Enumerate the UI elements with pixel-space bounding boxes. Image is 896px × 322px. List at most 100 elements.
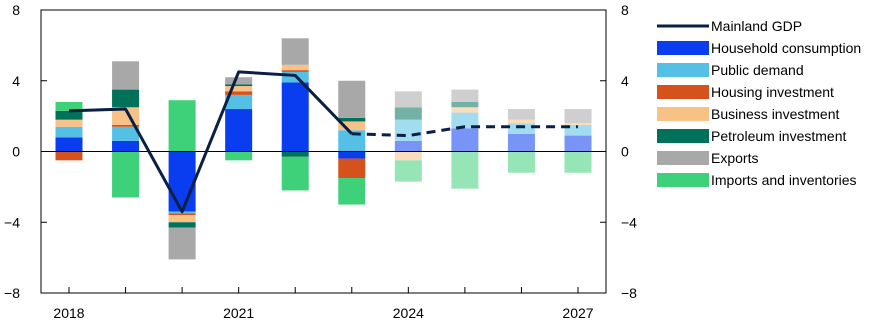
legend-item-public-demand: Public demand xyxy=(657,62,804,78)
bar-segment-household-consumption-2022 xyxy=(281,82,309,152)
bar-segment-housing-investment-2018 xyxy=(55,151,83,161)
bar-segment-public-demand-2027 xyxy=(564,124,592,136)
legend-swatch xyxy=(657,151,709,165)
legend-item-exports: Exports xyxy=(657,150,758,166)
y-tick-label-right: −4 xyxy=(621,214,637,230)
bar-segment-exports-2021 xyxy=(225,77,253,85)
bar-segment-household-consumption-2020 xyxy=(168,151,196,212)
bar-segment-business-investment-2027 xyxy=(564,123,592,125)
bar-segment-imports-and-inventories-2027 xyxy=(564,151,592,173)
legend-label: Exports xyxy=(711,150,758,166)
legend: Mainland GDP Household consumption Public … xyxy=(657,18,861,188)
bar-segment-imports-and-inventories-2026 xyxy=(507,151,535,173)
legend-swatch xyxy=(657,63,709,77)
bar-segment-imports-and-inventories-2018 xyxy=(55,101,83,111)
bar-segment-petroleum-investment-2019 xyxy=(112,89,140,108)
bar-segment-imports-and-inventories-2025 xyxy=(451,151,479,189)
bar-segment-household-consumption-2019 xyxy=(112,140,140,152)
bar-segment-exports-2025 xyxy=(451,89,479,102)
bar-segment-household-consumption-2021 xyxy=(225,109,253,152)
legend-label: Imports and inventories xyxy=(711,172,857,188)
bar-segment-public-demand-2023 xyxy=(338,130,366,152)
legend-swatch xyxy=(657,129,709,143)
bar-segment-business-investment-2023 xyxy=(338,121,366,131)
legend-label: Mainland GDP xyxy=(711,18,802,34)
gdp-line-actual xyxy=(68,70,353,214)
legend-item-household-consumption: Household consumption xyxy=(657,40,861,56)
bar-segment-housing-investment-2022 xyxy=(281,70,309,72)
bar-segment-business-investment-2018 xyxy=(55,119,83,127)
bar-segment-household-consumption-2024 xyxy=(394,140,422,152)
bar-segment-public-demand-2018 xyxy=(55,126,83,138)
bar-segment-petroleum-investment-2025 xyxy=(451,101,479,108)
bar-segment-public-demand-2025 xyxy=(451,112,479,129)
bar-segment-household-consumption-2023 xyxy=(338,151,366,159)
y-tick-label-left: 0 xyxy=(12,144,20,160)
gdp-line-projection xyxy=(351,125,578,138)
y-tick-label-right: 8 xyxy=(621,2,629,18)
bar-segment-housing-investment-2020 xyxy=(168,213,196,216)
y-tick-label-left: −8 xyxy=(4,285,20,301)
bar-segment-imports-and-inventories-2021 xyxy=(225,151,253,161)
bar-segment-business-investment-2021 xyxy=(225,86,253,92)
bar-segment-exports-2024 xyxy=(394,91,422,108)
y-tick-label-right: 0 xyxy=(621,144,629,160)
legend-label: Household consumption xyxy=(711,40,861,56)
legend-item-imports-and-inventories: Imports and inventories xyxy=(657,172,857,188)
bar-segment-petroleum-investment-2023 xyxy=(338,117,366,122)
legend-label: Housing investment xyxy=(711,84,834,100)
y-tick-label-right: −8 xyxy=(621,285,637,301)
x-tick-label: 2024 xyxy=(393,305,424,321)
bar-segment-public-demand-2021 xyxy=(225,94,253,110)
y-tick-label-right: 4 xyxy=(621,73,629,89)
x-tick-label: 2021 xyxy=(223,305,254,321)
bar-segment-petroleum-investment-2021 xyxy=(225,84,253,87)
bar-segment-imports-and-inventories-2019 xyxy=(112,151,140,198)
bar-segment-imports-and-inventories-2022 xyxy=(281,156,309,191)
bar-segment-exports-2022 xyxy=(281,38,309,65)
legend-swatch xyxy=(657,173,709,187)
legend-item-petroleum-investment: Petroleum investment xyxy=(657,128,847,144)
bar-segment-housing-investment-2021 xyxy=(225,91,253,95)
axis-layer: −8 −8 −4 −4 0 0 4 4 8 8 2018 2021 2024 2027 xyxy=(4,2,637,321)
bar-segment-public-demand-2019 xyxy=(112,126,140,141)
bar-segment-business-investment-2024 xyxy=(394,151,422,161)
bar-segment-petroleum-investment-2020 xyxy=(168,222,196,228)
bar-segment-housing-investment-2019 xyxy=(112,124,140,127)
bar-segment-household-consumption-2025 xyxy=(451,128,479,152)
bar-segment-petroleum-investment-2022 xyxy=(281,151,309,157)
bar-segment-housing-investment-2023 xyxy=(338,158,366,179)
y-tick-label-left: −4 xyxy=(4,214,20,230)
legend-label: Business investment xyxy=(711,106,840,122)
y-tick-label-left: 4 xyxy=(12,73,20,89)
x-tick-label: 2018 xyxy=(53,305,84,321)
bar-segment-petroleum-investment-2018 xyxy=(55,110,83,120)
bar-segment-business-investment-2022 xyxy=(281,64,309,71)
y-tick-label-left: 8 xyxy=(12,2,20,18)
bar-segment-imports-and-inventories-2020 xyxy=(168,100,196,152)
bar-segment-household-consumption-2027 xyxy=(564,135,592,152)
legend-item-business-investment: Business investment xyxy=(657,106,840,122)
gdp-line-layer xyxy=(68,70,578,214)
bars-layer xyxy=(55,38,592,260)
bar-segment-household-consumption-2026 xyxy=(507,133,535,152)
legend-item-housing-investment: Housing investment xyxy=(657,84,834,100)
legend-swatch xyxy=(657,107,709,121)
x-tick-label: 2027 xyxy=(562,305,593,321)
legend-label: Public demand xyxy=(711,62,804,78)
bar-segment-business-investment-2020 xyxy=(168,215,196,223)
bar-segment-imports-and-inventories-2023 xyxy=(338,178,366,205)
bar-segment-petroleum-investment-2024 xyxy=(394,107,422,120)
bar-segment-exports-2027 xyxy=(564,109,592,124)
bar-segment-imports-and-inventories-2024 xyxy=(394,160,422,182)
bar-segment-public-demand-2024 xyxy=(394,119,422,141)
bar-segment-household-consumption-2018 xyxy=(55,137,83,152)
legend-item-mainland-gdp: Mainland GDP xyxy=(657,18,802,34)
bar-segment-exports-2026 xyxy=(507,109,535,120)
legend-swatch xyxy=(657,41,709,55)
bar-segment-public-demand-2026 xyxy=(507,123,535,134)
legend-label: Petroleum investment xyxy=(711,128,847,144)
bar-segment-exports-2023 xyxy=(338,80,366,118)
legend-swatch xyxy=(657,85,709,99)
